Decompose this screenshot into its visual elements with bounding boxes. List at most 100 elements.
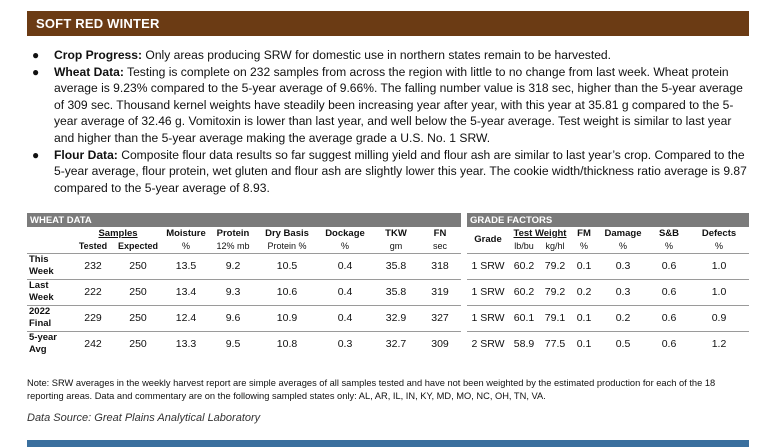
row-label-line: 2022 — [29, 306, 51, 317]
row-label-line: This — [29, 254, 49, 265]
table-row: 2 SRW 58.9 77.5 0.1 0.5 0.6 1.2 — [467, 331, 749, 357]
table-row: 1 SRW 60.2 79.2 0.1 0.3 0.6 1.0 — [467, 253, 749, 279]
data-tables: WHEAT DATA Samples Moisture Protein Dry … — [27, 213, 749, 370]
col-header: Damage — [604, 227, 642, 239]
table-row: Last Week 222 250 13.4 9.3 10.6 0.4 35.8 319 — [27, 279, 461, 305]
table-cell: 9.2 — [225, 260, 241, 272]
row-label-line: Avg — [29, 344, 47, 356]
col-unit: 12% mb — [216, 240, 250, 251]
table-cell: 13.3 — [175, 338, 197, 351]
table-row: 1 SRW 60.1 79.1 0.1 0.2 0.6 0.9 — [467, 305, 749, 331]
table-row: 5-year Avg 242 250 13.3 9.5 10.8 0.3 32.7 309 — [27, 331, 461, 357]
table-cell: 10.6 — [276, 286, 298, 298]
footnote: Note: SRW averages in the weekly harvest… — [27, 378, 716, 401]
table-cell: 0.1 — [576, 338, 592, 351]
table-row: 1 SRW 60.2 79.2 0.2 0.3 0.6 1.0 — [467, 279, 749, 305]
table-cell: 250 — [129, 260, 147, 272]
grade-factors-table: GRADE FACTORS Grade Test Weight FM Damag… — [467, 213, 749, 357]
row-label: 2022 Final — [27, 305, 73, 331]
col-unit: % — [714, 240, 723, 251]
bullet-dot-icon: ● — [32, 147, 40, 162]
table-cell: 9.5 — [225, 338, 241, 351]
table-cell: 77.5 — [544, 338, 566, 351]
col-header: Protein — [216, 227, 250, 239]
col-header: S&B — [658, 227, 680, 239]
table-cell: 9.6 — [225, 312, 241, 324]
table-cell: 0.3 — [337, 338, 353, 351]
table-cell: 60.2 — [513, 260, 535, 272]
bullet-label: Wheat Data: — [54, 64, 124, 79]
table-cell: 0.1 — [576, 260, 592, 272]
table-row: 2022 Final 229 250 12.4 9.6 10.9 0.4 32.9 327 — [27, 305, 461, 331]
table-cell: 58.9 — [513, 338, 535, 351]
table-cell: 35.8 — [385, 260, 407, 272]
table-cell: 10.5 — [276, 260, 298, 272]
table-cell: 0.2 — [576, 286, 592, 298]
table-cell: 0.3 — [615, 260, 631, 272]
table-cell: 60.1 — [513, 312, 535, 324]
grade-table-body: 1 SRW 60.2 79.2 0.1 0.3 0.6 1.0 1 SRW 60.2 79.2 0.… — [467, 253, 749, 357]
bullet-flour-data: ● Flour Data: Composite flour data result… — [27, 147, 749, 197]
bullet-wheat-data: ● Wheat Data: Testing is complete on 232 … — [27, 64, 749, 147]
test-weight-header: Test Weight — [513, 227, 567, 239]
table-cell: 318 — [431, 260, 449, 272]
grade-factors-title: GRADE FACTORS — [467, 213, 749, 227]
col-header: Dockage — [325, 227, 365, 239]
table-cell: 79.2 — [544, 286, 566, 298]
table-cell: 0.2 — [615, 312, 631, 324]
table-cell: 79.1 — [544, 312, 566, 324]
table-cell: 0.6 — [661, 286, 677, 298]
section-title: SOFT RED WINTER — [36, 16, 160, 31]
samples-header: Samples — [98, 227, 138, 239]
col-unit: % — [579, 240, 588, 251]
table-cell: 1 SRW — [471, 286, 505, 298]
row-label: 5-year Avg — [27, 331, 73, 357]
col-header: Defects — [701, 227, 737, 239]
col-unit: kg/hl — [545, 240, 565, 251]
table-cell: 0.6 — [661, 260, 677, 272]
table-cell: 32.9 — [385, 312, 407, 324]
bullet-dot-icon: ● — [32, 64, 40, 79]
table-cell: 35.8 — [385, 286, 407, 298]
table-cell: 0.1 — [576, 312, 592, 324]
wheat-data-title: WHEAT DATA — [27, 213, 461, 227]
table-cell: 319 — [431, 286, 449, 298]
summary-bullet-list: ● Crop Progress: Only areas producing SRW… — [27, 47, 749, 196]
col-header: FN — [433, 227, 447, 239]
row-label-line: Final — [29, 318, 52, 329]
bullet-label: Flour Data: — [54, 147, 118, 162]
col-header: Expected — [117, 240, 159, 251]
data-source: Data Source: Great Plains Analytical Lab… — [27, 412, 261, 424]
col-header: TKW — [385, 227, 407, 239]
table-cell: 1 SRW — [471, 312, 505, 324]
col-unit: % — [618, 240, 627, 251]
table-cell: 13.4 — [175, 286, 197, 298]
table-cell: 1.2 — [711, 338, 727, 351]
table-cell: 250 — [129, 286, 147, 298]
bullet-text: Only areas producing SRW for domestic us… — [142, 48, 612, 62]
row-label-line: Week — [29, 292, 54, 303]
table-cell: 0.5 — [615, 338, 631, 351]
col-unit: lb/bu — [514, 240, 534, 251]
table-cell: 1.0 — [711, 260, 727, 272]
table-cell: 32.7 — [385, 338, 407, 351]
row-label: This Week — [27, 253, 73, 279]
table-cell: 1 SRW — [471, 260, 505, 272]
row-label-line: Week — [29, 266, 54, 277]
wheat-data-table: WHEAT DATA Samples Moisture Protein Dry … — [27, 213, 461, 357]
table-cell: 327 — [431, 312, 449, 324]
table-cell: 242 — [84, 338, 102, 351]
bullet-dot-icon: ● — [32, 48, 40, 62]
table-cell: 9.3 — [225, 286, 241, 298]
col-unit: Protein % — [267, 240, 307, 251]
table-cell: 79.2 — [544, 260, 566, 272]
table-cell: 10.8 — [276, 338, 298, 351]
col-unit: % — [340, 240, 349, 251]
table-cell: 13.5 — [175, 260, 197, 272]
table-cell: 0.4 — [337, 286, 353, 298]
table-cell: 222 — [84, 286, 102, 298]
table-cell: 1.0 — [711, 286, 727, 298]
bullet-label: Crop Progress: — [54, 48, 143, 62]
col-header: Moisture — [166, 227, 206, 239]
row-label: Last Week — [27, 279, 73, 305]
